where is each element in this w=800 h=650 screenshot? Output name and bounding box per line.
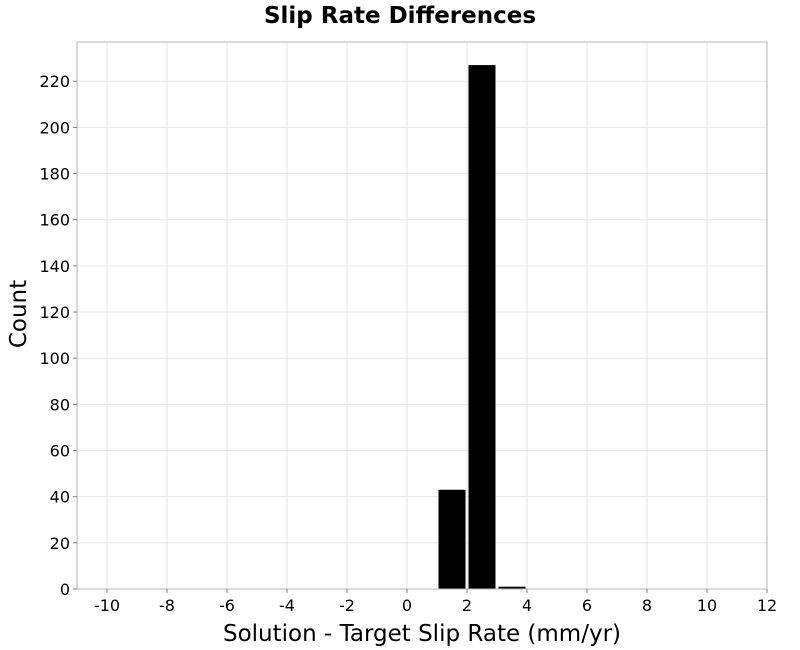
x-tick-label: 12 <box>757 596 777 615</box>
x-tick-label: -2 <box>339 596 355 615</box>
x-tick-label: -4 <box>279 596 295 615</box>
histogram-bar <box>438 489 466 589</box>
y-tick-label: 0 <box>60 580 70 599</box>
x-axis: -10 -8 -6 -4 -2 0 2 4 6 8 10 12 <box>94 589 777 615</box>
y-tick-label: 140 <box>39 257 70 276</box>
x-tick-label: 10 <box>697 596 717 615</box>
y-tick-label: 20 <box>50 534 70 553</box>
y-tick-label: 40 <box>50 488 70 507</box>
y-tick-label: 220 <box>39 72 70 91</box>
plot-frame <box>76 41 768 590</box>
y-tick-label: 160 <box>39 211 70 230</box>
y-axis-label: Count <box>6 280 32 348</box>
histogram-bar <box>468 65 496 589</box>
y-tick-label: 100 <box>39 349 70 368</box>
y-tick-label: 180 <box>39 165 70 184</box>
x-axis-label: Solution - Target Slip Rate (mm/yr) <box>223 621 621 647</box>
bars <box>438 65 526 589</box>
x-tick-label: -6 <box>219 596 235 615</box>
y-tick-label: 60 <box>50 442 70 461</box>
y-tick-label: 80 <box>50 395 70 414</box>
y-tick-label: 200 <box>39 118 70 137</box>
y-axis: 0 20 40 60 80 100 120 140 160 180 200 220 <box>39 72 77 599</box>
grid-lines <box>77 42 768 590</box>
y-tick-label: 120 <box>39 303 70 322</box>
x-tick-label: 0 <box>402 596 412 615</box>
x-tick-label: 4 <box>522 596 532 615</box>
x-tick-label: -8 <box>159 596 175 615</box>
histogram-bar <box>498 586 526 589</box>
chart-title: Slip Rate Differences <box>264 3 536 29</box>
x-tick-label: 6 <box>582 596 592 615</box>
x-tick-label: 8 <box>642 596 652 615</box>
x-tick-label: 2 <box>462 596 472 615</box>
x-tick-label: -10 <box>94 596 120 615</box>
